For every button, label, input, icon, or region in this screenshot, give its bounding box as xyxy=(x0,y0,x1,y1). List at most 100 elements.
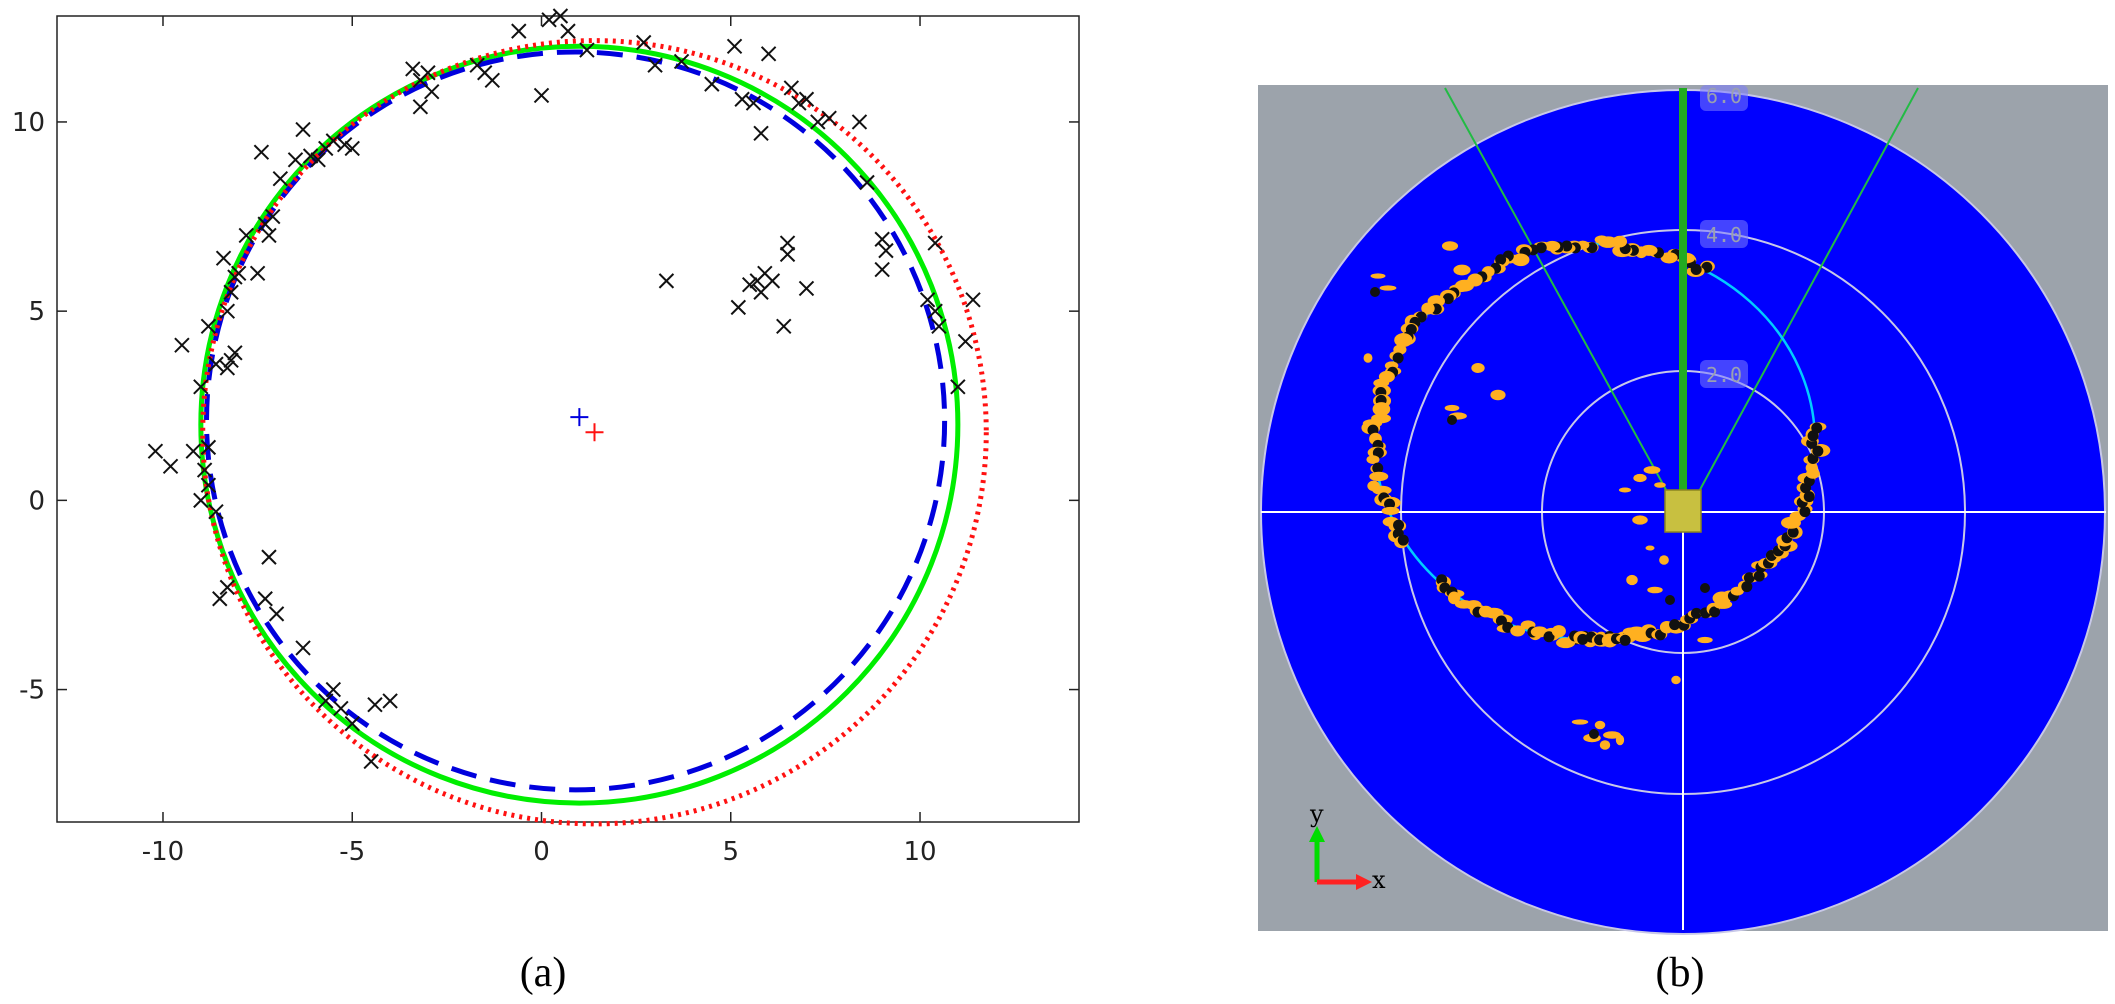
detection-patch xyxy=(1369,471,1389,482)
data-point xyxy=(673,53,690,70)
data-point xyxy=(779,235,796,251)
data-point xyxy=(424,83,440,100)
detection-point xyxy=(1442,293,1454,305)
data-point xyxy=(541,12,557,28)
data-point xyxy=(265,208,281,225)
detection-patch xyxy=(1671,675,1681,685)
detection-patch xyxy=(1603,731,1621,739)
y-tick-label: 10 xyxy=(12,108,45,138)
ring-label-2: 2.0 xyxy=(1700,360,1748,388)
detection-patch xyxy=(1633,473,1647,483)
detection-point xyxy=(1812,445,1824,457)
data-point xyxy=(764,273,781,289)
fov-left-line xyxy=(1444,87,1671,498)
data-point xyxy=(310,152,326,168)
x-axis-ticks: -10 -5 0 5 10 xyxy=(142,16,937,867)
detection-point xyxy=(1370,287,1380,297)
detection-patch xyxy=(1510,625,1526,637)
data-point xyxy=(878,242,894,259)
detection-patch xyxy=(1381,506,1400,515)
axis-indicator: y x xyxy=(1309,800,1386,894)
detection-point xyxy=(1741,581,1753,593)
detection-patch xyxy=(1372,485,1392,495)
svg-text:2.0: 2.0 xyxy=(1706,363,1742,387)
data-point xyxy=(779,246,796,263)
panel-b-visualization: 2.0 4.0 6.0 y x (b) xyxy=(1258,84,2108,996)
data-point xyxy=(821,110,837,126)
detection-point xyxy=(1665,595,1675,605)
data-point xyxy=(208,356,224,372)
data-point xyxy=(950,379,966,395)
data-point xyxy=(261,549,277,565)
data-point xyxy=(208,504,224,520)
data-point xyxy=(511,23,527,39)
detection-patch xyxy=(1571,719,1589,725)
data-point xyxy=(193,492,209,509)
detection-point xyxy=(1447,415,1457,425)
detection-patch xyxy=(1594,235,1609,245)
data-point xyxy=(859,174,875,191)
x-tick-label: -5 xyxy=(339,837,365,867)
lidar-detections xyxy=(1361,235,1831,750)
data-point xyxy=(268,606,285,622)
data-point xyxy=(325,133,342,149)
data-point xyxy=(238,227,254,244)
data-point xyxy=(200,318,217,334)
data-point xyxy=(533,87,550,104)
data-point xyxy=(230,265,247,282)
data-point xyxy=(874,231,890,247)
detection-point xyxy=(1753,570,1765,582)
data-point xyxy=(367,696,383,713)
data-point xyxy=(287,152,304,168)
data-point xyxy=(295,121,311,138)
detection-point xyxy=(1799,506,1811,518)
center-marker xyxy=(585,423,604,442)
data-point xyxy=(382,693,398,709)
data-point xyxy=(560,23,576,39)
detection-patch xyxy=(1441,241,1459,251)
data-point xyxy=(851,114,868,130)
data-point xyxy=(776,318,792,334)
detection-patch xyxy=(1643,466,1661,474)
detection-point xyxy=(1803,491,1815,503)
data-point xyxy=(185,443,201,459)
heading-beam xyxy=(1679,88,1687,493)
data-point xyxy=(302,148,319,164)
data-point xyxy=(704,76,720,92)
data-point xyxy=(635,34,652,51)
x-tick-label: 5 xyxy=(722,837,739,867)
data-point xyxy=(215,250,232,266)
data-point xyxy=(552,8,569,24)
fov-right-line xyxy=(1695,87,1919,498)
y-tick-label: -5 xyxy=(19,676,45,706)
data-point xyxy=(253,144,270,160)
data-point xyxy=(730,299,747,316)
svg-text:6.0: 6.0 xyxy=(1706,84,1742,108)
detection-patch xyxy=(1660,252,1678,264)
data-point xyxy=(333,700,349,717)
y-tick-label: 5 xyxy=(28,297,45,327)
detection-point xyxy=(1589,729,1599,739)
data-point xyxy=(147,443,164,459)
fit-circles xyxy=(198,38,989,827)
ring-label-6: 6.0 xyxy=(1700,84,1748,111)
data-point xyxy=(196,462,213,478)
center-marker xyxy=(570,408,589,427)
detection-patch xyxy=(1421,302,1435,315)
y-tick-label: 0 xyxy=(28,486,45,516)
detection-patch xyxy=(1447,591,1461,605)
detection-patch xyxy=(1551,625,1566,638)
detection-point xyxy=(1393,519,1405,531)
data-points xyxy=(147,8,981,770)
data-point xyxy=(741,276,758,293)
data-point xyxy=(927,235,943,251)
detection-point xyxy=(1397,534,1409,546)
detection-patch xyxy=(1805,462,1818,474)
detection-patch xyxy=(1372,402,1391,417)
data-point xyxy=(957,333,974,350)
data-point xyxy=(261,227,277,244)
detection-patch xyxy=(1394,333,1413,348)
data-point xyxy=(405,61,421,77)
data-point xyxy=(658,273,675,289)
